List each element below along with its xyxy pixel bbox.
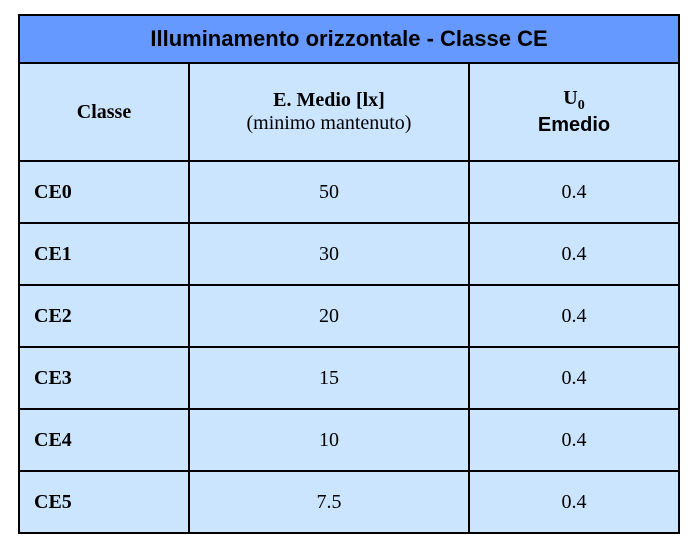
cell-classe: CE3	[19, 347, 189, 409]
cell-emedio: 30	[189, 223, 469, 285]
cell-emedio: 15	[189, 347, 469, 409]
cell-emedio: 10	[189, 409, 469, 471]
cell-u0: 0.4	[469, 409, 679, 471]
title-row: Illuminamento orizzontale - Classe CE	[19, 15, 679, 63]
header-u0-pre: U	[563, 87, 577, 109]
cell-classe: CE0	[19, 161, 189, 223]
cell-u0: 0.4	[469, 347, 679, 409]
table-row: CE5 7.5 0.4	[19, 471, 679, 533]
table-row: CE1 30 0.4	[19, 223, 679, 285]
table-row: CE0 50 0.4	[19, 161, 679, 223]
header-u0-sub: 0	[578, 98, 585, 113]
header-emedio-sub: (minimo mantenuto)	[247, 112, 412, 134]
header-emedio: E. Medio [lx] (minimo mantenuto)	[189, 63, 469, 161]
table-row: CE4 10 0.4	[19, 409, 679, 471]
cell-u0: 0.4	[469, 223, 679, 285]
cell-u0: 0.4	[469, 471, 679, 533]
cell-emedio: 7.5	[189, 471, 469, 533]
header-row: Classe E. Medio [lx] (minimo mantenuto) …	[19, 63, 679, 161]
header-emedio-unit: [lx]	[351, 89, 385, 111]
header-classe: Classe	[19, 63, 189, 161]
illuminance-table: Illuminamento orizzontale - Classe CE Cl…	[18, 14, 680, 534]
header-u0: U0 Emedio	[469, 63, 679, 161]
cell-classe: CE5	[19, 471, 189, 533]
cell-u0: 0.4	[469, 161, 679, 223]
table-row: CE2 20 0.4	[19, 285, 679, 347]
cell-classe: CE4	[19, 409, 189, 471]
cell-classe: CE2	[19, 285, 189, 347]
cell-classe: CE1	[19, 223, 189, 285]
table-title: Illuminamento orizzontale - Classe CE	[19, 15, 679, 63]
header-emedio-bold: E. Medio	[273, 89, 351, 111]
cell-u0: 0.4	[469, 285, 679, 347]
header-u0-line2: Emedio	[538, 114, 610, 136]
cell-emedio: 50	[189, 161, 469, 223]
table-row: CE3 15 0.4	[19, 347, 679, 409]
cell-emedio: 20	[189, 285, 469, 347]
header-classe-label: Classe	[77, 101, 131, 123]
